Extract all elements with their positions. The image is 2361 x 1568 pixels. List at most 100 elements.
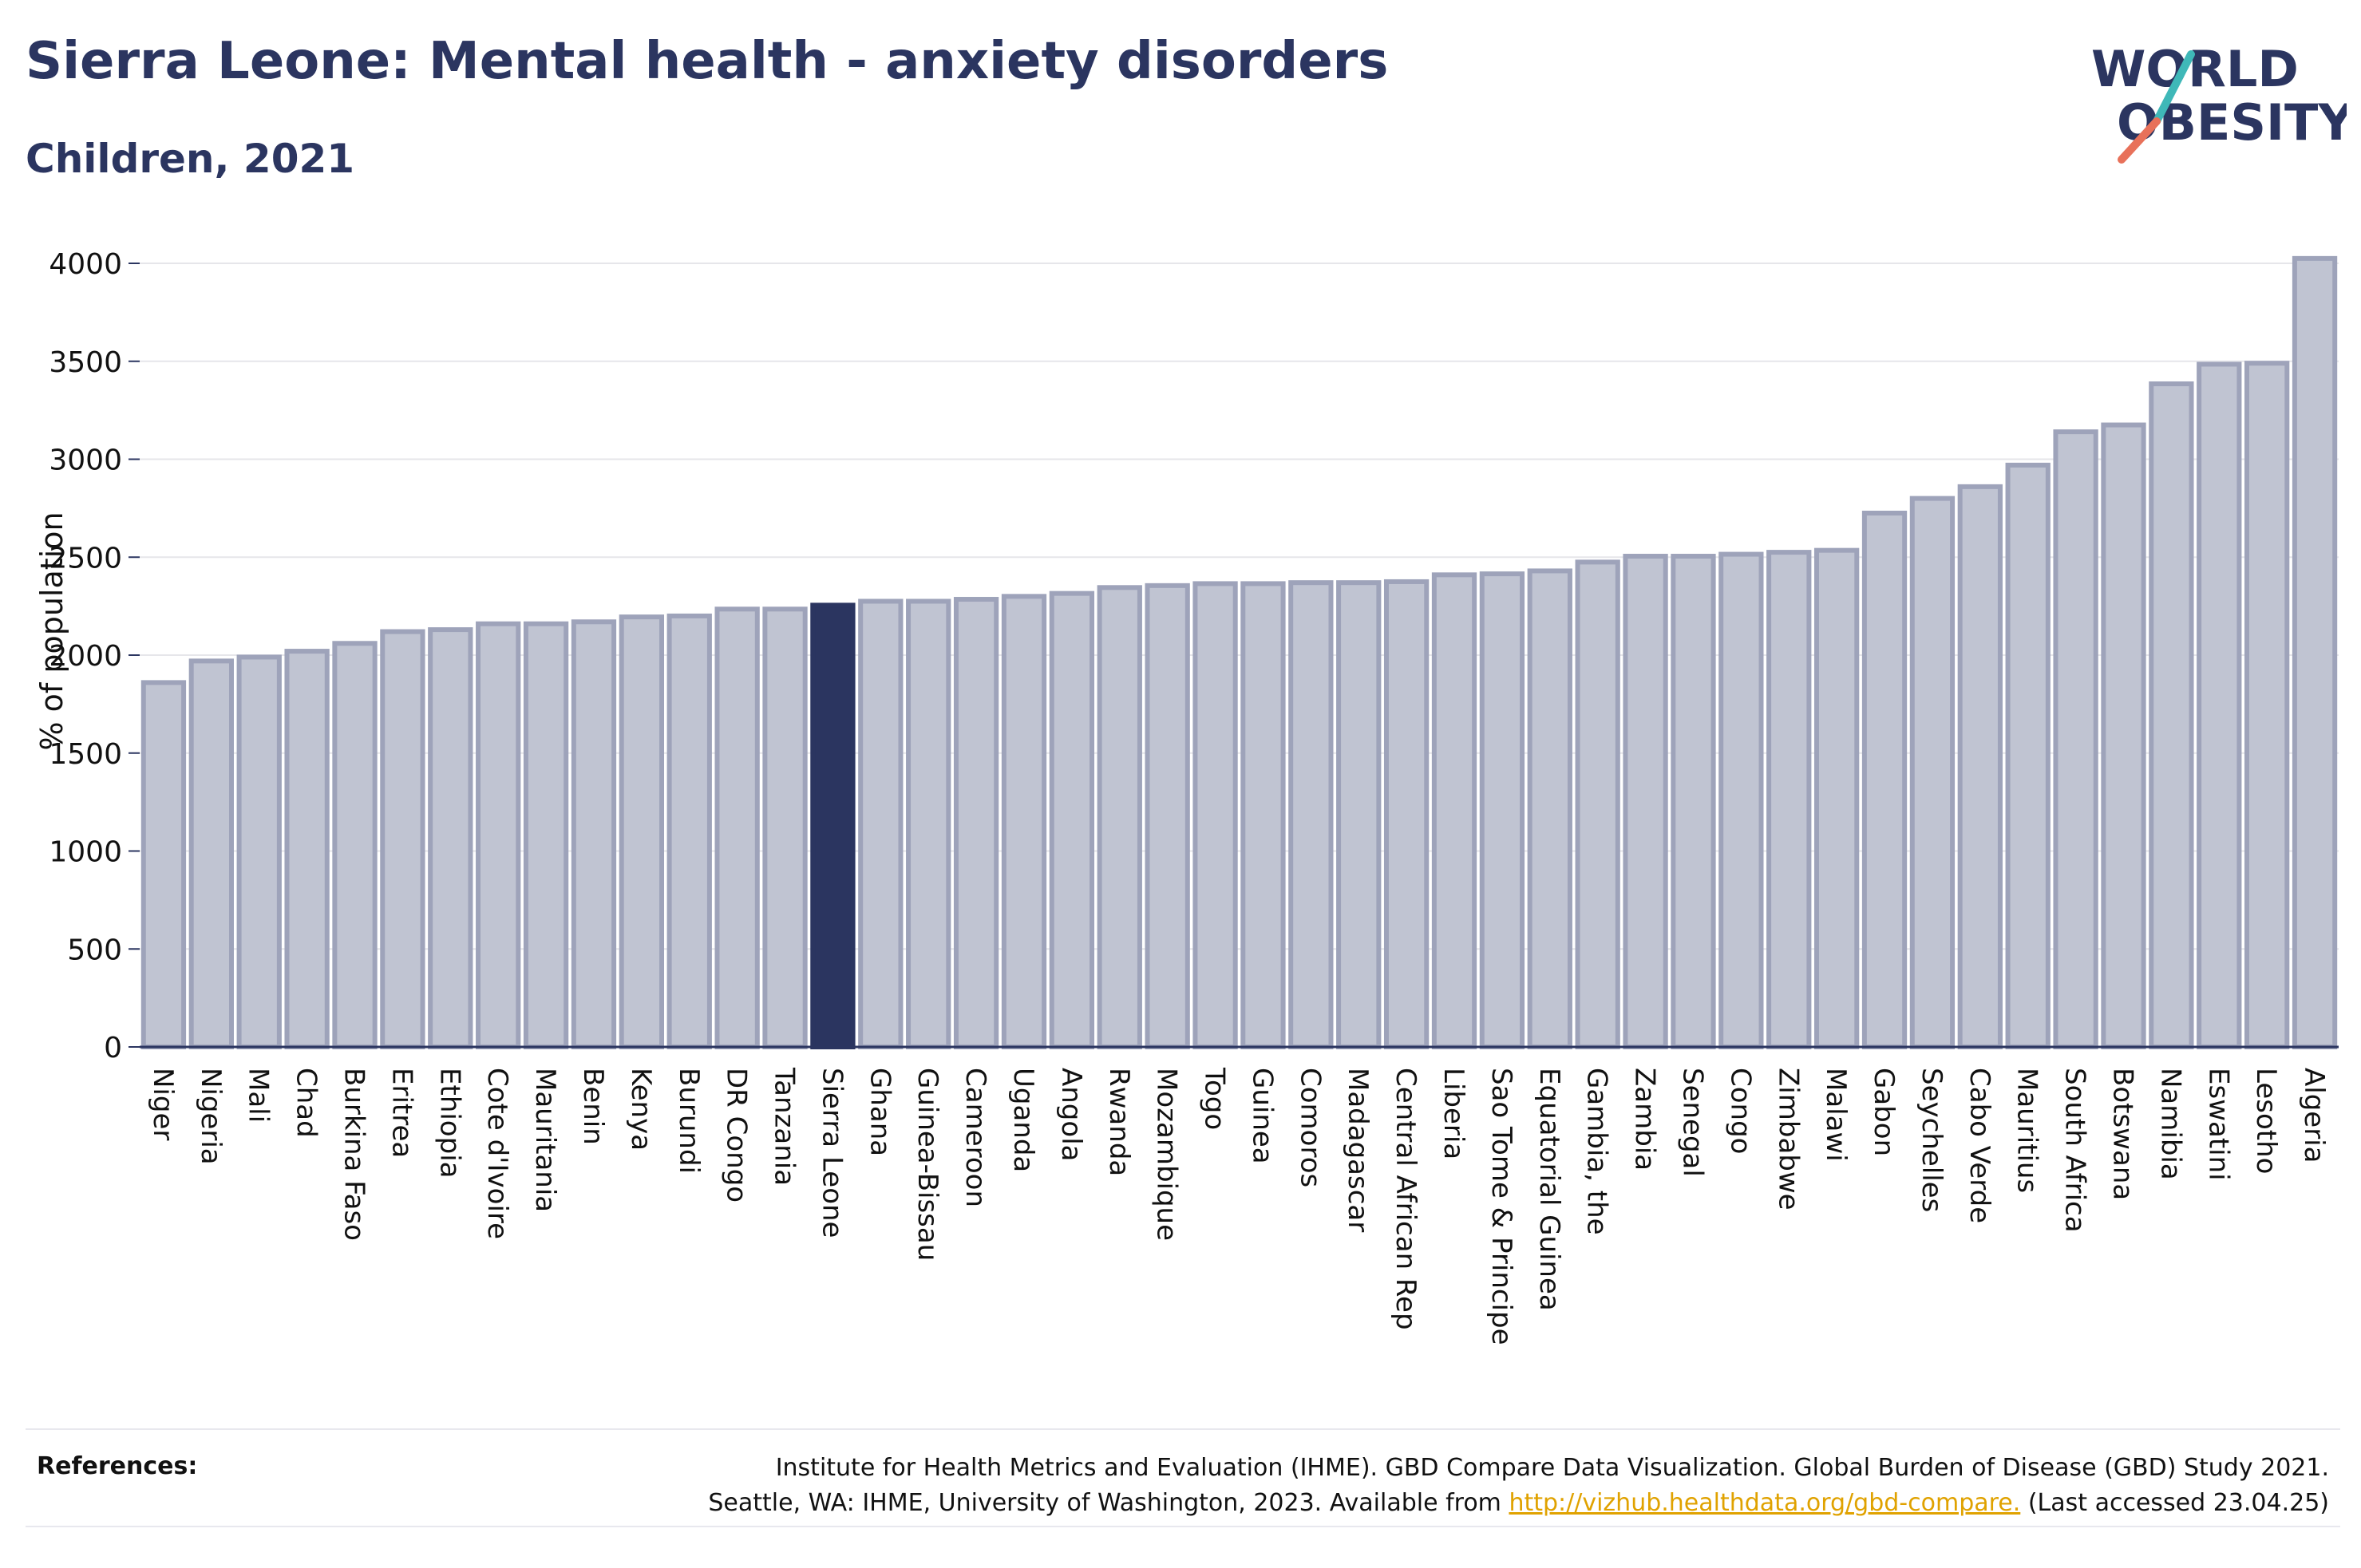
references-line-2: Seattle, WA: IHME, University of Washing… — [708, 1486, 2329, 1521]
y-tick-label: 0 — [104, 1032, 122, 1064]
bar — [428, 627, 473, 1049]
x-tick-label: Seychelles — [1916, 1068, 1948, 1212]
x-tick-label: Tanzania — [769, 1067, 801, 1186]
bar — [1527, 568, 1572, 1049]
references-text: Institute for Health Metrics and Evaluat… — [708, 1451, 2329, 1521]
bar — [1861, 511, 1908, 1049]
logo-slash-top — [2153, 50, 2195, 125]
bar — [953, 597, 999, 1049]
x-tick-label: Mauritius — [2011, 1068, 2043, 1193]
y-tick-label: 500 — [67, 934, 122, 966]
x-tick-label: Equatorial Guinea — [1533, 1068, 1565, 1311]
bar — [858, 598, 904, 1049]
y-tick-labels: 0 500 1000 1500 2000 2500 3000 3500 4000 — [49, 248, 140, 1064]
y-tick-label: 1500 — [49, 738, 122, 771]
bars — [140, 255, 2338, 1050]
y-tick-label: 1000 — [49, 836, 122, 869]
x-tick-label: Gambia, the — [1581, 1068, 1613, 1235]
x-tick-label: Gabon — [1868, 1068, 1900, 1156]
bar — [1097, 585, 1142, 1049]
x-tick-label: Guinea-Bissau — [912, 1068, 943, 1261]
y-tick-label: 4000 — [49, 248, 122, 281]
bar — [1813, 547, 1860, 1049]
bar — [762, 606, 808, 1049]
y-tick-label: 2000 — [49, 640, 122, 673]
bar — [1957, 484, 2003, 1049]
x-tick-label: Ghana — [864, 1068, 896, 1156]
bar — [140, 680, 187, 1049]
x-tick-label: Central African Rep — [1390, 1068, 1422, 1330]
bar — [332, 641, 378, 1050]
bar — [666, 613, 712, 1049]
x-tick-label: Benin — [577, 1068, 609, 1145]
bar — [1001, 594, 1047, 1049]
x-tick-label: Uganda — [1007, 1068, 1039, 1172]
bar — [2244, 361, 2290, 1049]
bar-highlight — [810, 602, 856, 1049]
bar — [2149, 381, 2194, 1050]
x-tick-label: Mauritania — [529, 1068, 561, 1212]
bar — [1575, 559, 1620, 1049]
bar — [1671, 554, 1716, 1049]
bar — [1766, 550, 1812, 1049]
bar — [284, 649, 330, 1050]
x-tick-label: Cote d'Ivoire — [481, 1068, 513, 1239]
x-tick-label: Algeria — [2298, 1068, 2330, 1163]
references-link[interactable]: http://vizhub.healthdata.org/gbd-compare… — [1509, 1489, 2021, 1517]
x-tick-label: Sao Tome & Principe — [1485, 1068, 1517, 1345]
bar — [236, 654, 282, 1050]
x-tick-label: Eswatini — [2202, 1068, 2234, 1181]
bar — [619, 614, 665, 1049]
bar — [2292, 255, 2338, 1049]
references-line-2-prefix: Seattle, WA: IHME, University of Washing… — [708, 1489, 1509, 1517]
bar — [1240, 581, 1286, 1049]
page-subtitle: Children, 2021 — [26, 136, 355, 182]
x-tick-label: Namibia — [2154, 1068, 2186, 1180]
y-tick-label: 3000 — [49, 444, 122, 477]
x-tick-label: Zambia — [1629, 1068, 1661, 1171]
x-tick-label: Burundi — [673, 1068, 705, 1174]
x-tick-labels: Niger Nigeria Mali Chad Burkina Faso Eritrea E… — [147, 1067, 2330, 1345]
x-tick-label: Mozambique — [1151, 1068, 1183, 1241]
bar — [1718, 551, 1764, 1049]
x-tick-label: South Africa — [2059, 1068, 2091, 1233]
logo-text-world: WORLD — [2091, 40, 2299, 98]
bar — [1192, 581, 1238, 1049]
references-section: References: Institute for Health Metrics… — [26, 1428, 2340, 1527]
x-tick-label: Comoros — [1294, 1068, 1326, 1187]
x-tick-label: Niger — [147, 1068, 179, 1140]
x-tick-label: Angola — [1055, 1068, 1087, 1161]
x-tick-label: Mali — [243, 1068, 275, 1123]
x-tick-label: Lesotho — [2250, 1068, 2282, 1174]
x-tick-label: Liberia — [1438, 1068, 1469, 1159]
bar — [2197, 361, 2242, 1049]
bar — [1145, 583, 1190, 1049]
x-tick-label: Sierra Leone — [816, 1068, 848, 1238]
x-tick-label: Cameroon — [959, 1068, 991, 1207]
bar — [1623, 554, 1668, 1049]
bar — [1383, 579, 1430, 1049]
x-tick-label: Chad — [291, 1068, 322, 1138]
bar — [188, 658, 234, 1049]
bar — [714, 606, 760, 1049]
bar — [906, 598, 951, 1049]
bar — [2053, 429, 2098, 1049]
x-tick-label: Togo — [1199, 1067, 1231, 1130]
x-tick-label: Ethiopia — [433, 1068, 465, 1178]
bar — [1336, 580, 1382, 1049]
y-axis-label: % of population — [34, 511, 69, 750]
x-tick-label: Malawi — [1820, 1068, 1852, 1162]
bar — [2005, 462, 2051, 1049]
references-line-1: Institute for Health Metrics and Evaluat… — [775, 1454, 2329, 1482]
x-tick-label: Nigeria — [195, 1068, 227, 1165]
logo-slash-bottom — [2118, 117, 2161, 164]
y-tick-label: 3500 — [49, 346, 122, 379]
x-tick-label: Congo — [1724, 1068, 1756, 1154]
x-tick-label: Kenya — [625, 1068, 657, 1151]
bar — [380, 629, 425, 1049]
bar — [523, 621, 569, 1049]
x-tick-label: Zimbabwe — [1772, 1068, 1804, 1211]
x-tick-label: Madagascar — [1342, 1068, 1374, 1232]
references-label: References: — [37, 1452, 198, 1480]
